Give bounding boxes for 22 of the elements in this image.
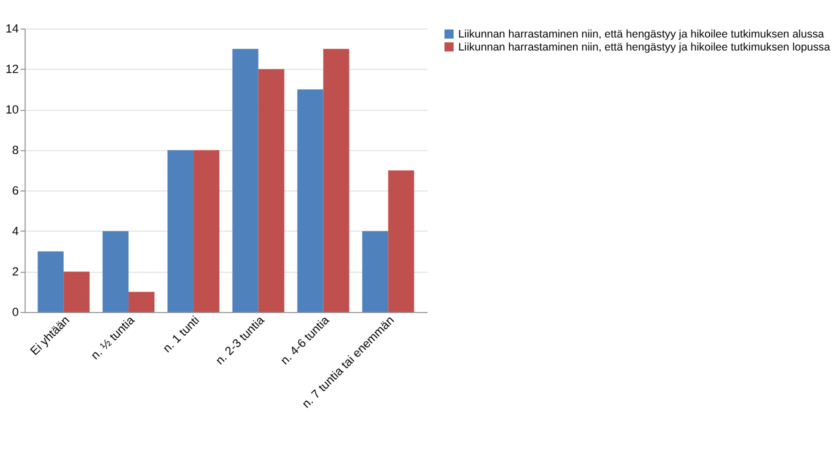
bar — [362, 231, 388, 312]
legend-label: Liikunnan harrastaminen niin, että hengästyy ja hikoilee tutkimuksen lopussa — [458, 42, 832, 54]
bar — [258, 69, 284, 312]
bar — [128, 292, 155, 312]
y-tick-label: 6 — [12, 184, 20, 198]
bar — [38, 251, 64, 312]
bar — [102, 231, 129, 312]
y-tick-label: 2 — [12, 264, 19, 279]
y-tick-label: 14 — [6, 22, 20, 36]
bar — [167, 150, 194, 312]
y-tick-label: 12 — [6, 62, 19, 76]
legend-label: Liikunnan harrastaminen niin, että hengästyy ja hikoilee tutkimuksen alussa — [458, 28, 825, 41]
bar — [297, 89, 324, 312]
y-tick-label: 10 — [6, 102, 20, 117]
bar — [232, 48, 258, 312]
bar — [388, 170, 414, 312]
y-tick-label: 0 — [12, 305, 20, 320]
bar — [193, 150, 220, 312]
bar — [323, 48, 350, 312]
y-tick-label: 8 — [12, 143, 20, 158]
bar — [64, 272, 90, 312]
y-tick-label: 4 — [12, 224, 20, 238]
